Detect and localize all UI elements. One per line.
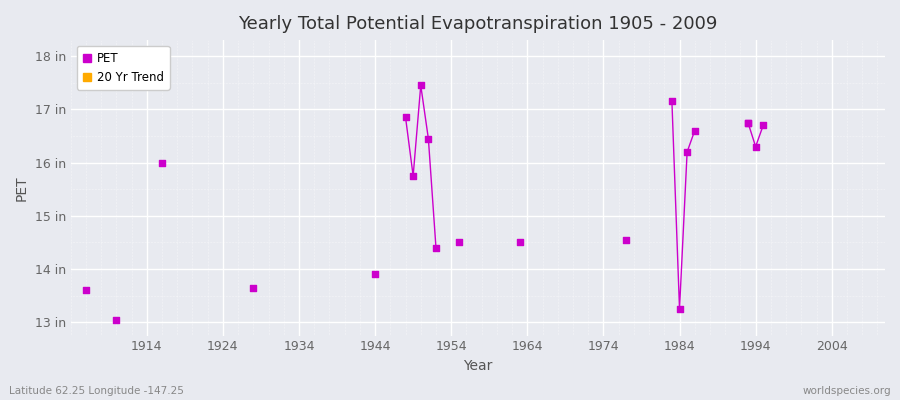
Point xyxy=(688,128,702,134)
Y-axis label: PET: PET xyxy=(15,175,29,201)
Point xyxy=(246,284,260,291)
Point xyxy=(428,244,443,251)
Point xyxy=(756,122,770,128)
Text: worldspecies.org: worldspecies.org xyxy=(803,386,891,396)
Point xyxy=(665,98,680,104)
Text: Latitude 62.25 Longitude -147.25: Latitude 62.25 Longitude -147.25 xyxy=(9,386,184,396)
Point xyxy=(680,149,694,155)
Point xyxy=(421,136,436,142)
Title: Yearly Total Potential Evapotranspiration 1905 - 2009: Yearly Total Potential Evapotranspiratio… xyxy=(238,15,717,33)
Point xyxy=(741,120,755,126)
Point xyxy=(399,114,413,120)
X-axis label: Year: Year xyxy=(464,359,492,373)
Point xyxy=(368,271,382,278)
Point xyxy=(619,236,634,243)
Point xyxy=(452,239,466,246)
Legend: PET, 20 Yr Trend: PET, 20 Yr Trend xyxy=(76,46,169,90)
Point xyxy=(109,316,123,323)
Point xyxy=(741,120,755,126)
Point xyxy=(512,239,526,246)
Point xyxy=(414,82,428,88)
Point xyxy=(672,306,687,312)
Point xyxy=(406,173,420,179)
Point xyxy=(155,159,169,166)
Point xyxy=(78,287,93,294)
Point xyxy=(749,143,763,150)
